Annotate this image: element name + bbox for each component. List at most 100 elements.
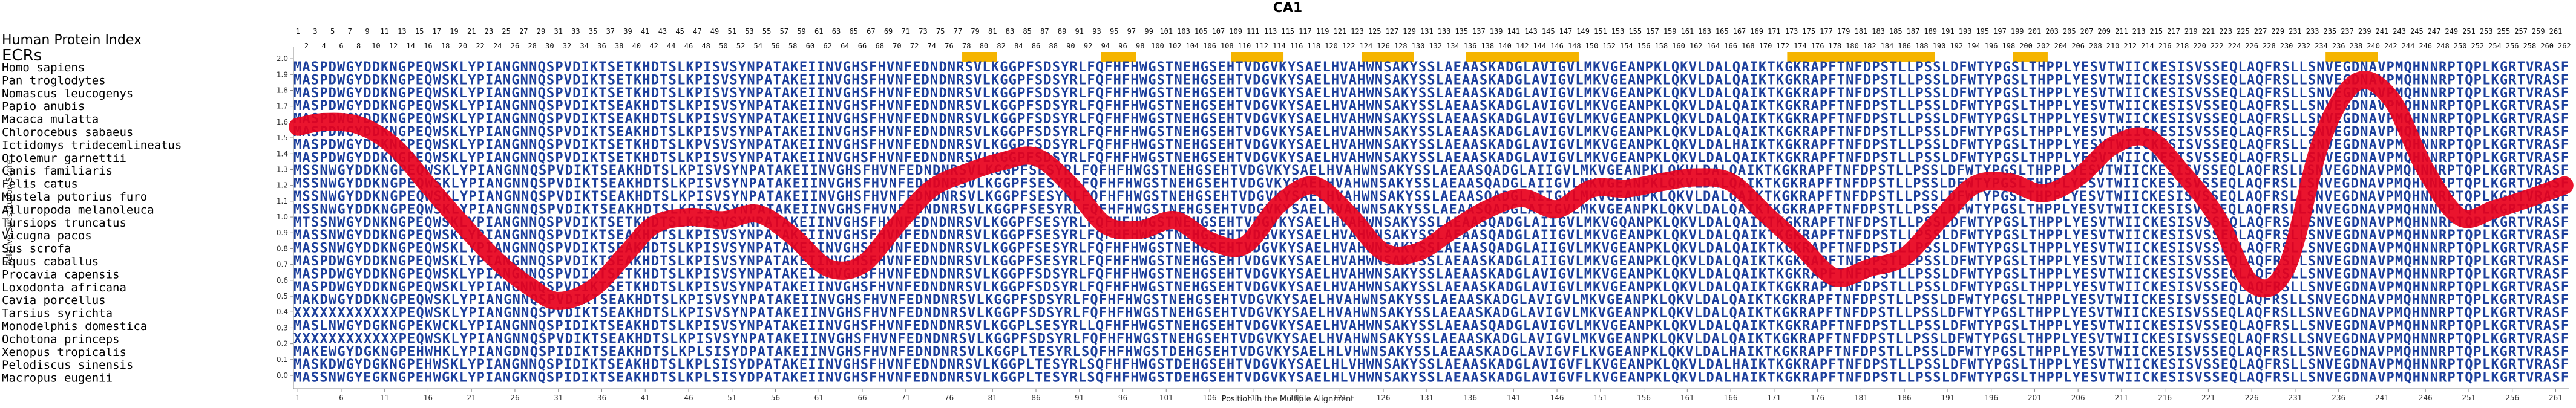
position-number: 8	[356, 42, 361, 50]
position-number: 111	[1247, 27, 1260, 36]
position-number: 68	[875, 42, 883, 50]
position-number: 163	[1698, 27, 1711, 36]
x-tick-label: 26	[510, 393, 519, 402]
x-tick-label: 6	[339, 393, 344, 402]
position-number: 64	[841, 42, 849, 50]
position-number: 119	[1316, 27, 1329, 36]
x-tick-label: 251	[2462, 393, 2476, 402]
species-label: Papio anubis	[2, 100, 85, 113]
x-tick-label: 131	[1420, 393, 1434, 402]
position-number: 16	[424, 42, 432, 50]
position-number: 207	[2080, 27, 2094, 36]
position-number: 135	[1455, 27, 1468, 36]
position-number: 210	[2106, 42, 2120, 50]
position-number: 105	[1195, 27, 1208, 36]
position-number: 128	[1394, 42, 1408, 50]
x-tick-label: 106	[1203, 393, 1217, 402]
position-number: 215	[2149, 27, 2163, 36]
position-number: 5	[330, 27, 335, 36]
position-number: 239	[2358, 27, 2371, 36]
position-number: 40	[632, 42, 641, 50]
position-number: 208	[2089, 42, 2102, 50]
sequence-row: XXXXXXXXXXXXPEQWSKLYPIANGNNQSPVDIKTSEAKH…	[293, 331, 2569, 346]
position-number: 176	[1811, 42, 1824, 50]
species-label: Macropus eugenii	[2, 372, 113, 385]
position-number: 206	[2071, 42, 2085, 50]
position-number: 230	[2280, 42, 2293, 50]
position-number: 84	[1014, 42, 1023, 50]
position-number: 37	[606, 27, 615, 36]
position-number: 185	[1889, 27, 1903, 36]
position-number: 158	[1654, 42, 1668, 50]
position-number: 102	[1168, 42, 1182, 50]
position-number: 159	[1663, 27, 1677, 36]
y-tick-label: 1.6	[277, 118, 288, 126]
chart-title: CA1	[1273, 1, 1302, 16]
x-tick-label: 36	[597, 393, 606, 402]
position-number: 70	[893, 42, 901, 50]
position-number: 219	[2184, 27, 2198, 36]
position-number: 47	[693, 27, 701, 36]
position-number: 48	[701, 42, 710, 50]
position-number: 220	[2193, 42, 2206, 50]
position-number: 136	[1464, 42, 1477, 50]
position-number: 244	[2402, 42, 2415, 50]
position-number: 179	[1837, 27, 1850, 36]
position-number: 4	[322, 42, 326, 50]
position-number: 18	[441, 42, 450, 50]
position-number: 114	[1273, 42, 1286, 50]
position-number: 44	[667, 42, 675, 50]
position-number: 143	[1524, 27, 1538, 36]
position-number: 245	[2410, 27, 2424, 36]
position-number: 55	[762, 27, 771, 36]
position-number: 122	[1342, 42, 1355, 50]
ecr-bar	[2013, 52, 2048, 62]
x-tick-label: 151	[1593, 393, 1607, 402]
y-tick-label: 1.1	[277, 197, 288, 206]
position-number: 92	[1084, 42, 1092, 50]
position-number: 24	[493, 42, 502, 50]
position-number: 98	[1136, 42, 1144, 50]
sequence-row: MASPDWGYDDKNGPEQWSKLYPIANGNNQSPVDIKTSETK…	[293, 267, 2569, 282]
position-number: 21	[467, 27, 476, 36]
y-tick-label: 0.0	[277, 371, 288, 380]
position-number: 154	[1620, 42, 1633, 50]
x-tick-label: 31	[554, 393, 563, 402]
position-number: 59	[797, 27, 805, 36]
y-tick-label: 0.1	[277, 355, 288, 364]
position-number: 125	[1368, 27, 1381, 36]
x-tick-label: 241	[2375, 393, 2389, 402]
position-number: 121	[1333, 27, 1346, 36]
species-label: Mustela putorius furo	[2, 190, 147, 204]
y-tick-label: 0.6	[277, 276, 288, 285]
position-number: 1	[296, 27, 300, 36]
sequence-row: MASPDWGYDDKNGPEQWSKLYPIANGNNQSPVDIKTSEAK…	[293, 125, 2569, 140]
sequence-row: MAKEWGYDGKNGPEHWHKLYPIANGDNQSPIDIKTSEAKH…	[293, 345, 2569, 360]
position-number: 183	[1872, 27, 1885, 36]
position-number: 211	[2115, 27, 2128, 36]
position-number: 249	[2445, 27, 2458, 36]
species-label: Loxodonta africana	[2, 281, 126, 294]
position-number: 162	[1689, 42, 1703, 50]
species-label: Canis familiaris	[2, 164, 113, 178]
y-tick-label: 1.2	[277, 181, 288, 190]
position-number: 196	[1985, 42, 1998, 50]
position-number: 232	[2297, 42, 2310, 50]
position-number: 6	[339, 42, 343, 50]
position-number: 28	[528, 42, 536, 50]
position-number: 155	[1628, 27, 1642, 36]
position-number: 87	[1040, 27, 1049, 36]
position-number: 235	[2323, 27, 2336, 36]
position-number: 25	[502, 27, 510, 36]
position-number: 67	[867, 27, 875, 36]
position-number: 63	[832, 27, 841, 36]
position-number: 110	[1238, 42, 1251, 50]
position-number: 117	[1299, 27, 1312, 36]
x-tick-label: 141	[1507, 393, 1521, 402]
species-label: Macaca mulatta	[2, 113, 99, 126]
position-number: 54	[754, 42, 762, 50]
position-number: 93	[1092, 27, 1101, 36]
y-tick-label: 0.9	[277, 228, 288, 237]
position-number: 203	[2045, 27, 2059, 36]
position-number: 167	[1733, 27, 1746, 36]
